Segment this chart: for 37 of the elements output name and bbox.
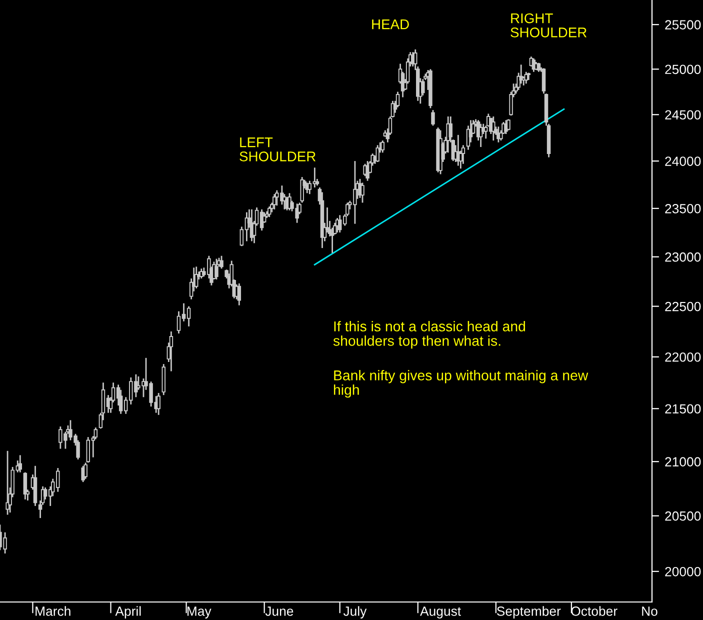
candlestick	[431, 109, 435, 126]
x-tick-label: March	[36, 606, 70, 616]
candlestick	[169, 330, 174, 372]
x-tick-label: May	[187, 606, 212, 618]
candlestick	[492, 116, 496, 142]
x-tick-label: September	[496, 606, 561, 618]
annotation: If this is not a classic head and shoulders top then what is.	[333, 321, 526, 349]
y-tick-label: 25500	[665, 20, 701, 30]
x-tick-label: October	[571, 606, 618, 616]
candlestick	[194, 266, 198, 290]
y-tick-label: 24000	[665, 156, 701, 166]
candlestick	[262, 212, 266, 224]
y-tick-label: 22500	[665, 302, 701, 312]
annotation: LEFT SHOULDER	[240, 138, 316, 162]
y-tick-label: 22000	[665, 352, 701, 362]
y-tick-label: 21500	[665, 404, 701, 414]
x-tick-label: August	[420, 606, 461, 618]
candlestick	[380, 140, 385, 154]
x-tick-label: April	[115, 606, 141, 618]
candlestick	[156, 392, 160, 416]
x-tick-label: June	[265, 606, 294, 616]
y-tick-label: 21000	[665, 457, 701, 466]
candlestick	[272, 193, 276, 210]
annotation: HEAD	[372, 20, 409, 30]
candlestick	[237, 282, 242, 306]
candlestick	[360, 182, 364, 204]
annotation: Bank nifty gives up without mainig a new high	[334, 370, 588, 398]
x-tick-label: No	[642, 606, 658, 616]
y-tick-label: 23500	[665, 204, 701, 214]
y-tick-label: 23000	[665, 252, 701, 262]
y-tick-label: 25000	[665, 64, 701, 74]
annotation: RIGHT SHOULDER	[510, 13, 587, 38]
x-tick-label: July	[343, 606, 367, 618]
y-tick-label: 20500	[665, 511, 701, 521]
y-tick-label: 24500	[665, 110, 701, 120]
candlestick	[506, 118, 510, 131]
y-tick-label: 20000	[665, 566, 701, 576]
